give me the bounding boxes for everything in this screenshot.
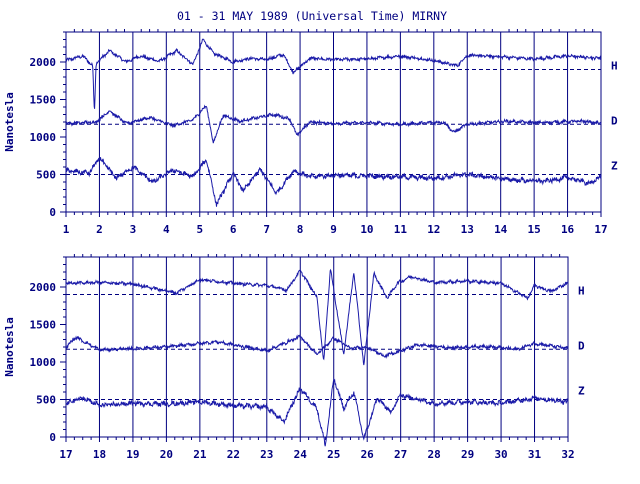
x-tick-label: 2 bbox=[96, 223, 103, 236]
y-tick-label: 2000 bbox=[30, 56, 57, 69]
y-tick-label: 2000 bbox=[30, 281, 57, 294]
chart-title: 01 - 31 MAY 1989 (Universal Time) MIRNY bbox=[177, 9, 447, 23]
panel-top: 1 2 3 4 5 6 7 8 9 10 11 12 13 14 15 16 17050010001500200… bbox=[3, 29, 618, 236]
x-tick-label: 27 bbox=[394, 448, 407, 461]
panel-bottom: 17 18 19 20 21 22 23 24 25 26 27 28 29 30 31 32 0 500 1000… bbox=[3, 254, 585, 461]
series-label-Z: Z bbox=[578, 385, 585, 398]
trace-H bbox=[65, 268, 569, 366]
x-tick-label: 24 bbox=[294, 448, 308, 461]
x-tick-label: 29 bbox=[461, 448, 474, 461]
series-label-H: H bbox=[578, 285, 585, 298]
series-label-Z: Z bbox=[611, 160, 618, 173]
x-tick-label: 21 bbox=[193, 448, 207, 461]
x-tick-label: 30 bbox=[494, 448, 507, 461]
series-label-H: H bbox=[611, 60, 618, 73]
x-tick-label: 16 bbox=[561, 223, 575, 236]
x-tick-label: 19 bbox=[126, 448, 139, 461]
x-tick-label: 28 bbox=[428, 448, 441, 461]
x-tick-label: 17 bbox=[594, 223, 607, 236]
y-axis-label: Nanotesla bbox=[3, 92, 16, 152]
x-tick-label: 9 bbox=[330, 223, 337, 236]
y-tick-label: 500 bbox=[36, 169, 56, 182]
x-tick-label: 5 bbox=[196, 223, 203, 236]
y-tick-label: 500 bbox=[36, 394, 56, 407]
trace-D bbox=[65, 334, 569, 359]
x-tick-label: 18 bbox=[93, 448, 106, 461]
x-tick-label: 15 bbox=[528, 223, 541, 236]
y-tick-label: 1000 bbox=[30, 131, 57, 144]
x-tick-label: 1 bbox=[63, 223, 70, 236]
x-tick-label: 12 bbox=[427, 223, 440, 236]
y-tick-label: 1000 bbox=[30, 356, 57, 369]
panels: 1 2 3 4 5 6 7 8 9 10 11 12 13 14 15 16 17050010001500200… bbox=[3, 29, 618, 461]
x-tick-label: 3 bbox=[130, 223, 137, 236]
x-tick-label: 11 bbox=[394, 223, 408, 236]
trace-H bbox=[65, 38, 601, 109]
trace-Z bbox=[65, 378, 569, 447]
x-tick-label: 10 bbox=[360, 223, 373, 236]
x-tick-label: 26 bbox=[361, 448, 375, 461]
trace-D bbox=[65, 104, 602, 144]
x-tick-label: 7 bbox=[263, 223, 270, 236]
series-label-D: D bbox=[578, 339, 585, 352]
x-tick-label: 20 bbox=[160, 448, 173, 461]
y-tick-label: 1500 bbox=[30, 94, 57, 107]
x-tick-label: 14 bbox=[494, 223, 508, 236]
x-tick-label: 4 bbox=[163, 223, 170, 236]
x-tick-label: 23 bbox=[260, 448, 273, 461]
x-tick-label: 32 bbox=[561, 448, 574, 461]
x-tick-label: 8 bbox=[297, 223, 304, 236]
x-tick-label: 17 bbox=[59, 448, 72, 461]
x-tick-label: 22 bbox=[227, 448, 240, 461]
x-tick-label: 13 bbox=[461, 223, 474, 236]
y-tick-label: 0 bbox=[49, 431, 56, 444]
y-tick-label: 0 bbox=[49, 206, 56, 219]
trace-Z bbox=[65, 157, 602, 207]
y-tick-label: 1500 bbox=[30, 319, 57, 332]
x-tick-label: 6 bbox=[230, 223, 237, 236]
y-axis-label: Nanotesla bbox=[3, 317, 16, 377]
x-tick-label: 31 bbox=[528, 448, 542, 461]
series-label-D: D bbox=[611, 114, 618, 127]
x-tick-label: 25 bbox=[327, 448, 340, 461]
